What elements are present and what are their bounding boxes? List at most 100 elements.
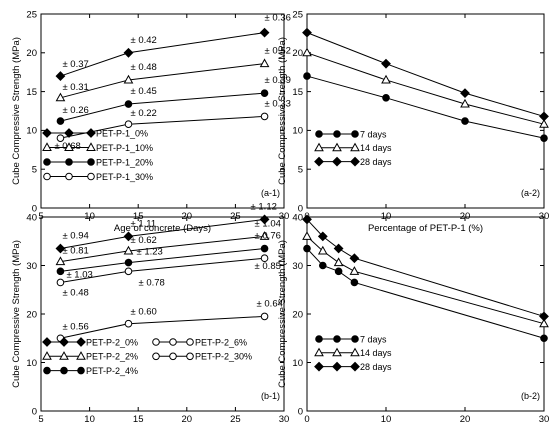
y-tick-label: 25 <box>292 9 303 20</box>
legend-marker <box>42 351 52 360</box>
x-tick-label: 0 <box>304 414 309 423</box>
legend-marker <box>64 128 74 138</box>
series-line <box>306 248 545 339</box>
legend-marker <box>351 335 359 343</box>
series-line <box>60 315 265 339</box>
x-axis-label: Percentage of PET-P-1 (%) <box>368 223 483 234</box>
legend-marker <box>86 142 96 151</box>
panel-a1: 510152025300510152025Age of concrete (Da… <box>11 9 291 234</box>
error-label: ± 0.78 <box>138 277 164 288</box>
y-tick-label: 0 <box>298 203 303 214</box>
legend-label: PET-P-2_6% <box>195 337 247 347</box>
error-label: ± 1.12 <box>251 201 277 212</box>
legend-marker <box>350 142 360 152</box>
y-tick-label: 0 <box>298 406 303 417</box>
legend-marker <box>64 142 74 151</box>
legend-marker <box>332 142 342 152</box>
error-label: ± 1.03 <box>66 269 92 280</box>
legend-label: 28 days <box>360 362 392 372</box>
legend-label: 28 days <box>360 157 392 167</box>
legend-marker <box>350 361 360 372</box>
legend-marker <box>43 366 51 375</box>
error-label: ± 1.11 <box>130 218 156 229</box>
legend-marker <box>314 142 324 152</box>
data-point <box>56 117 65 125</box>
data-point <box>259 214 270 225</box>
legend-label: 14 days <box>360 143 392 153</box>
error-label: ± 0.48 <box>62 287 88 298</box>
legend-marker <box>332 156 342 167</box>
y-tick-label: 20 <box>26 309 37 320</box>
data-point <box>317 231 328 242</box>
plot-frame <box>40 13 285 209</box>
data-point <box>55 92 66 102</box>
legend-marker <box>43 158 51 166</box>
data-point <box>123 231 134 242</box>
legend-marker <box>42 337 52 347</box>
error-label: ± 0.60 <box>130 307 156 318</box>
legend-marker <box>152 352 160 361</box>
data-point <box>259 58 270 68</box>
legend-label: PET-P-1_30% <box>96 172 153 182</box>
y-tick-label: 40 <box>26 212 37 223</box>
data-point <box>260 89 269 97</box>
panel-label: (a-1) <box>261 188 280 198</box>
legend-marker <box>333 335 341 343</box>
legend-marker <box>332 361 342 372</box>
y-tick-label: 15 <box>292 87 303 98</box>
series-line <box>306 32 545 117</box>
data-point <box>56 267 65 276</box>
error-label: ± 0.26 <box>62 105 88 116</box>
y-tick-label: 0 <box>32 203 37 214</box>
data-point <box>460 98 470 108</box>
data-point <box>303 244 311 253</box>
data-point <box>540 334 548 343</box>
data-point <box>259 27 270 38</box>
legend-marker <box>65 172 73 181</box>
legend-marker <box>169 338 177 346</box>
y-tick-label: 10 <box>292 358 303 369</box>
panel-label: (a-2) <box>521 188 540 198</box>
x-tick-label: 25 <box>230 414 241 423</box>
panel-a2: 01020300510152025Percentage of PET-P-1 (… <box>277 9 549 234</box>
legend-marker <box>86 128 96 138</box>
series-line <box>60 63 265 99</box>
data-point <box>55 71 66 81</box>
legend-marker <box>42 142 52 151</box>
y-tick-label: 10 <box>26 358 37 369</box>
legend-marker <box>59 351 69 360</box>
y-tick-label: 30 <box>292 261 303 272</box>
legend-marker <box>350 156 360 167</box>
data-point <box>349 266 360 275</box>
legend-marker <box>60 366 68 375</box>
y-tick-label: 5 <box>32 165 37 176</box>
data-point <box>302 47 312 57</box>
data-point <box>539 311 549 322</box>
error-label: ± 0.37 <box>62 59 88 70</box>
legend-marker <box>333 130 341 138</box>
error-label: ± 0.81 <box>62 246 88 257</box>
x-tick-label: 30 <box>279 414 290 423</box>
data-point <box>333 243 344 254</box>
error-label: ± 0.56 <box>62 321 88 332</box>
error-label: ± 1.23 <box>136 247 162 258</box>
data-point <box>539 111 549 122</box>
error-label: ± 0.48 <box>130 62 156 73</box>
data-point <box>461 117 469 125</box>
data-point <box>540 134 548 142</box>
x-tick-label: 15 <box>133 414 144 423</box>
x-tick-label: 20 <box>182 414 193 423</box>
data-point <box>260 254 269 263</box>
error-label: ± 0.42 <box>130 35 156 46</box>
error-label: ± 0.36 <box>265 13 291 24</box>
y-tick-label: 30 <box>26 261 37 272</box>
legend-label: PET-P-2_30% <box>195 352 252 362</box>
x-tick-label: 10 <box>381 414 392 423</box>
data-point <box>539 118 549 128</box>
data-point <box>302 214 312 225</box>
series-line <box>306 52 545 125</box>
legend-label: PET-P-2_2% <box>86 352 138 362</box>
y-tick-label: 40 <box>292 212 303 223</box>
legend-marker <box>315 335 323 343</box>
y-tick-label: 0 <box>32 406 37 417</box>
